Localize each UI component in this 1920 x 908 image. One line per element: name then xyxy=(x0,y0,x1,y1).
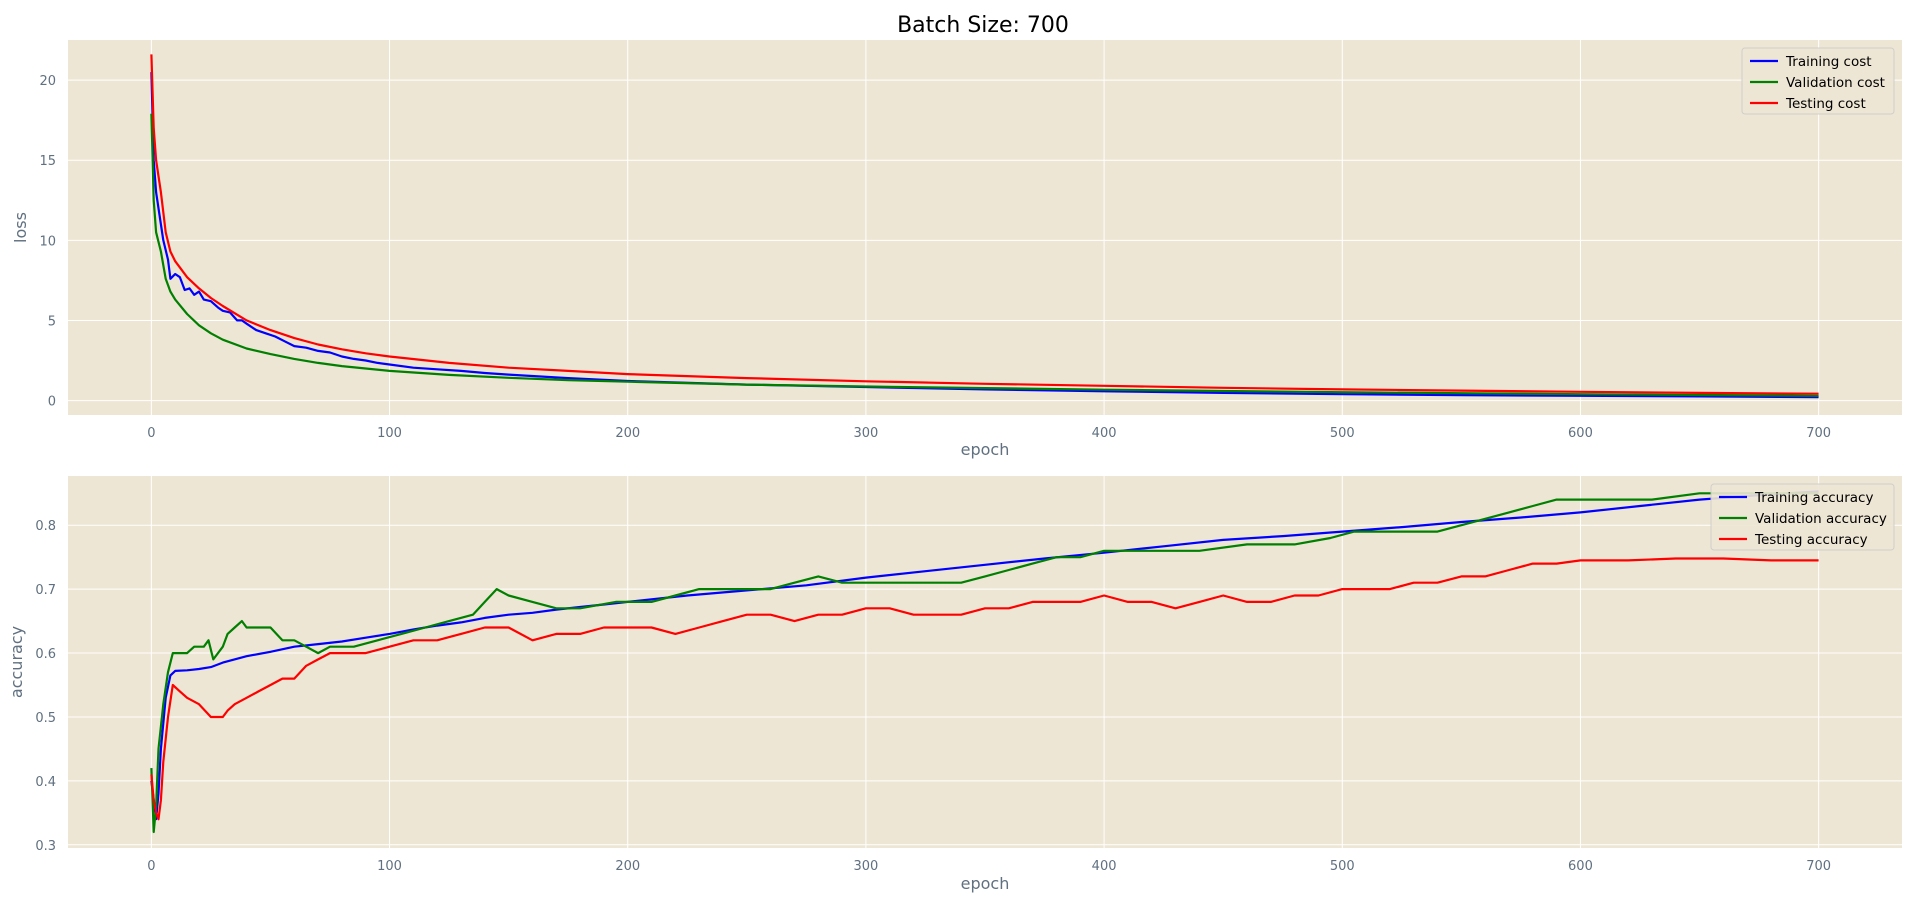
x-tick-label: 600 xyxy=(1568,426,1593,441)
x-tick-label: 200 xyxy=(615,426,640,441)
series-group xyxy=(150,490,1819,834)
x-tick-label: 500 xyxy=(1330,859,1355,874)
y-tick-label: 20 xyxy=(39,74,56,89)
y-tick-label: 0.7 xyxy=(35,583,56,598)
series-line-validation-accuracy xyxy=(150,492,1819,834)
x-tick-label: 100 xyxy=(377,859,402,874)
legend-box xyxy=(1741,47,1895,115)
legend-label: Training accuracy xyxy=(1754,490,1873,506)
x-tick-label: 0 xyxy=(147,426,155,441)
plot-area xyxy=(68,40,1902,415)
legend-box xyxy=(1710,483,1895,551)
x-tick-label: 100 xyxy=(377,426,402,441)
x-tick-label: 600 xyxy=(1568,859,1593,874)
y-tick-label: 0.6 xyxy=(35,647,56,662)
x-tick-label: 700 xyxy=(1806,426,1831,441)
y-tick-label: 0.3 xyxy=(35,839,56,854)
legend-label: Validation accuracy xyxy=(1755,511,1887,527)
series-line-testing-cost xyxy=(150,54,1819,395)
legend: Training accuracy Validation accuracy Test… xyxy=(1710,483,1895,551)
y-tick-label: 0.8 xyxy=(35,519,56,534)
x-tick-label: 400 xyxy=(1092,859,1117,874)
legend-label: Validation cost xyxy=(1786,75,1885,91)
loss-chart: 0 100 200 300 400 500 600 700 0 5 10 15 20 epoch loss T… xyxy=(11,40,1902,459)
x-tick-label: 400 xyxy=(1092,426,1117,441)
y-axis-label: accuracy xyxy=(7,626,26,698)
plot-area xyxy=(68,476,1902,848)
figure-title: Batch Size: 700 xyxy=(897,13,1069,38)
x-tick-label: 300 xyxy=(853,859,878,874)
legend: Training cost Validation cost Testing cost xyxy=(1741,47,1895,115)
y-tick-label: 0.5 xyxy=(35,711,56,726)
legend-label: Testing accuracy xyxy=(1754,532,1868,548)
y-tick-label: 10 xyxy=(39,234,56,249)
x-tick-label: 0 xyxy=(147,859,155,874)
x-tick-label: 300 xyxy=(853,426,878,441)
legend-label: Training cost xyxy=(1785,54,1872,70)
y-tick-label: 0 xyxy=(48,395,56,410)
series-line-testing-accuracy xyxy=(150,557,1819,821)
accuracy-chart: 0 100 200 300 400 500 600 700 0.3 0.4 0.5 0.6 0.7 0.8… xyxy=(7,476,1902,893)
y-axis-label: loss xyxy=(11,212,30,243)
y-tick-label: 0.4 xyxy=(35,775,56,790)
x-axis-label: epoch xyxy=(961,874,1010,893)
x-axis-label: epoch xyxy=(961,440,1010,459)
series-line-validation-cost xyxy=(150,113,1819,397)
x-tick-label: 500 xyxy=(1330,426,1355,441)
series-group xyxy=(150,54,1819,399)
y-tick-label: 5 xyxy=(48,314,56,329)
x-tick-label: 700 xyxy=(1806,859,1831,874)
y-tick-label: 15 xyxy=(39,154,56,169)
legend-label: Testing cost xyxy=(1785,96,1866,112)
x-tick-label: 200 xyxy=(615,859,640,874)
series-line-training-accuracy xyxy=(150,490,1819,821)
